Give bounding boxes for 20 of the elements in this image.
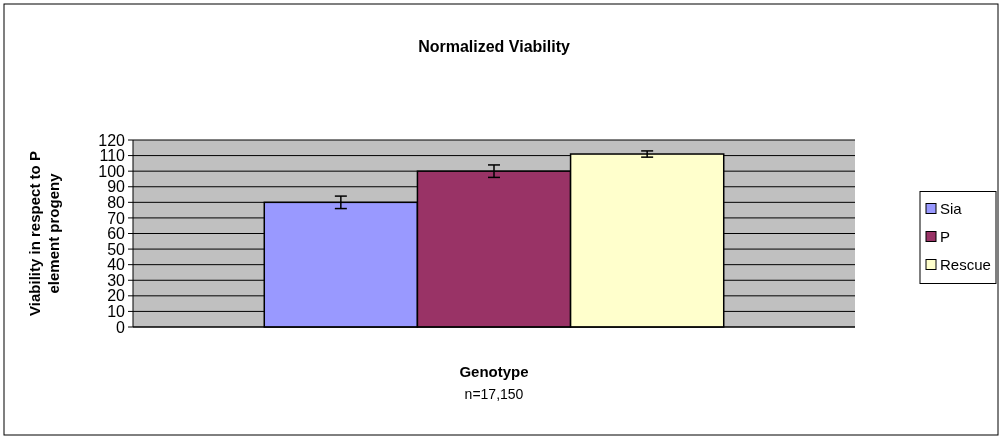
legend-label: Rescue — [940, 255, 991, 273]
y-tick-label: 0 — [116, 318, 126, 336]
y-axis-title: Viability in respect to P element progeny — [26, 151, 62, 316]
y-tick-label: 80 — [107, 193, 126, 211]
legend-label: Sia — [940, 199, 963, 217]
x-axis-title: Genotype — [459, 363, 529, 380]
y-tick-label: 60 — [107, 225, 126, 243]
legend-label: P — [940, 227, 951, 245]
text: n=17,150 — [464, 386, 524, 402]
y-tick-label: 90 — [107, 178, 126, 196]
y-tick-label: 100 — [98, 162, 126, 180]
y-tick-label: 20 — [107, 287, 126, 305]
y-tick-label: 30 — [107, 271, 126, 289]
y-tick-label: 10 — [107, 303, 126, 321]
y-tick-label: 40 — [107, 256, 126, 274]
y-tick-label: 70 — [107, 209, 126, 227]
chart-title: Normalized Viability — [418, 38, 570, 55]
y-tick-label: 50 — [107, 240, 126, 258]
y-tick-label: 120 — [98, 131, 126, 149]
y-tick-label: 110 — [99, 147, 126, 165]
